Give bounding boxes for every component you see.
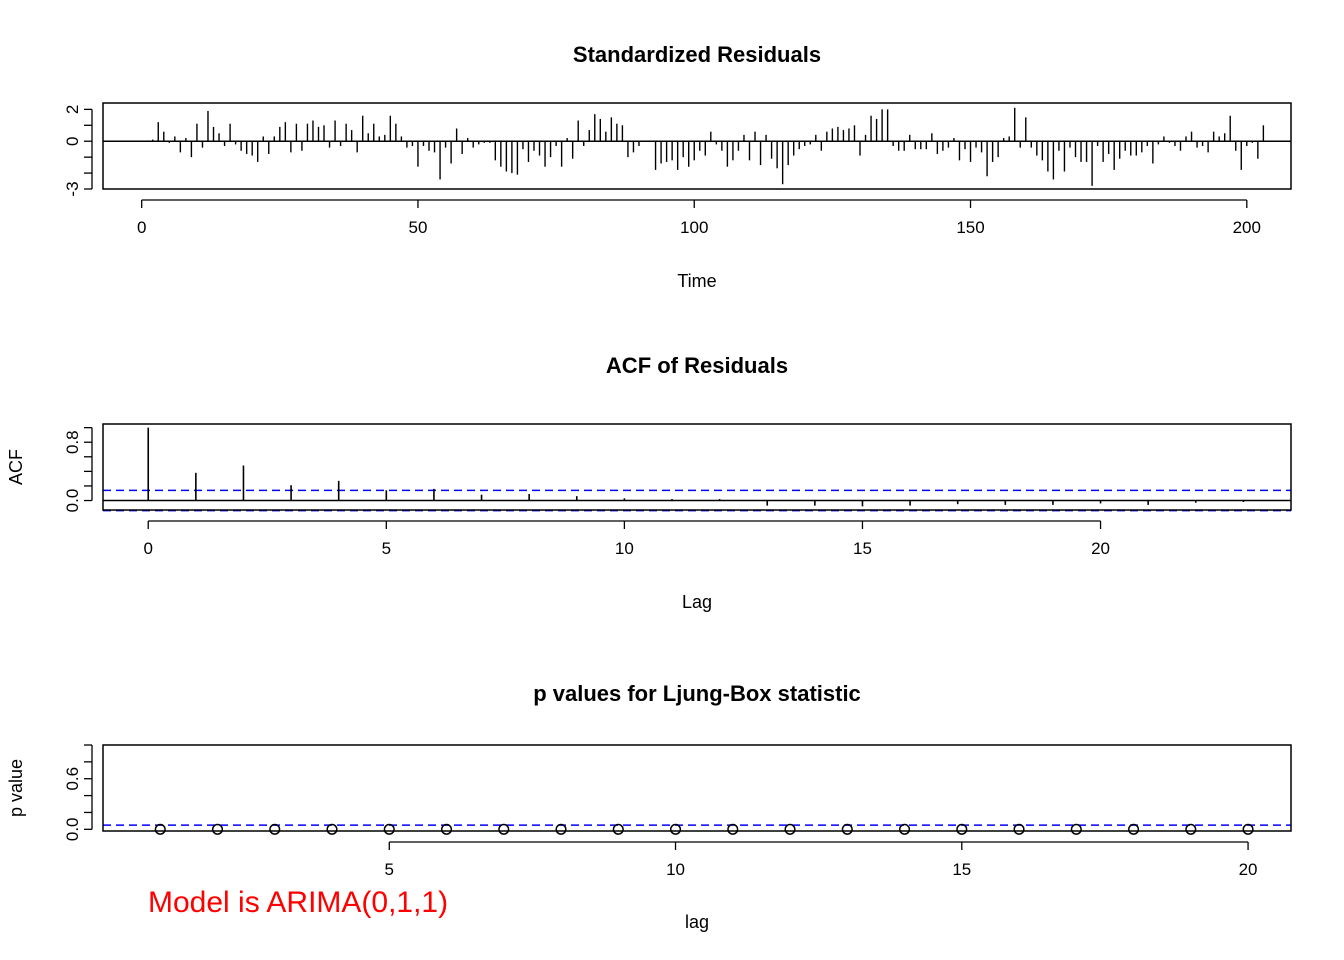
y-tick-label: -3: [63, 181, 82, 196]
p-value-point: [956, 823, 968, 835]
acf-panel: ACF of Residuals 0 5 10 15 20 0.0 0.8 Lag ACF: [6, 353, 1292, 612]
x-axis-label: lag: [685, 912, 709, 932]
x-tick-label: 15: [952, 860, 971, 879]
y-tick-label: 0.0: [63, 489, 82, 513]
axes: 0 50 100 150 200 -3 0 2: [63, 105, 1261, 237]
p-value-point: [1242, 823, 1254, 835]
p-value-point: [440, 823, 453, 835]
y-axis-label: ACF: [6, 449, 26, 485]
p-value-point: [555, 823, 567, 835]
x-tick-label: 150: [956, 218, 984, 237]
x-axis-label: Lag: [682, 592, 712, 612]
plot-frame: [102, 423, 1292, 511]
panel-title: ACF of Residuals: [606, 353, 788, 378]
x-axis-label: Time: [677, 271, 716, 291]
p-value-point: [1185, 823, 1197, 835]
y-tick-label: 2: [63, 105, 82, 114]
x-tick-label: 20: [1239, 860, 1258, 879]
axes: 5 10 15 20 0.0 0.6: [63, 744, 1258, 879]
p-value-points: [103, 823, 1291, 835]
p-value-point: [1013, 823, 1025, 835]
plot-frame: [102, 102, 1292, 190]
x-tick-label: 200: [1233, 218, 1261, 237]
p-value-point: [898, 823, 911, 835]
plot-frame: [102, 744, 1292, 832]
p-value-point: [211, 823, 224, 835]
p-value-point: [383, 823, 395, 835]
p-value-point: [669, 823, 682, 835]
x-tick-label: 15: [853, 539, 872, 558]
panel-title: Standardized Residuals: [573, 42, 821, 67]
p-value-point: [727, 823, 739, 835]
x-tick-label: 50: [408, 218, 427, 237]
x-tick-label: 100: [680, 218, 708, 237]
p-value-point: [1128, 823, 1140, 835]
y-tick-label: 0.0: [63, 817, 82, 841]
y-tick-label: 0.6: [63, 767, 82, 791]
p-value-point: [498, 823, 510, 835]
x-tick-label: 10: [666, 860, 685, 879]
p-value-point: [1070, 823, 1082, 835]
acf-spikes: [103, 427, 1291, 512]
axes: 0 5 10 15 20 0.0 0.8: [63, 426, 1110, 558]
p-value-point: [154, 823, 166, 835]
x-tick-label: 5: [385, 860, 394, 879]
y-tick-label: 0.8: [63, 430, 82, 454]
y-tick-label: 0: [63, 136, 82, 145]
p-value-point: [269, 823, 281, 835]
panel-title: p values for Ljung-Box statistic: [533, 681, 861, 706]
p-value-point: [841, 823, 853, 835]
x-tick-label: 5: [382, 539, 391, 558]
p-value-point: [612, 823, 624, 835]
p-value-point: [326, 823, 338, 835]
x-tick-label: 10: [615, 539, 634, 558]
ljung-box-panel: p values for Ljung-Box statistic 5 10 15 20…: [6, 681, 1292, 932]
x-tick-label: 0: [144, 539, 153, 558]
model-annotation: Model is ARIMA(0,1,1): [148, 886, 448, 919]
x-tick-label: 20: [1091, 539, 1110, 558]
y-axis-label: p value: [6, 759, 26, 817]
x-tick-label: 0: [137, 218, 146, 237]
residual-spikes: [103, 107, 1291, 186]
p-value-point: [784, 823, 796, 835]
standardized-residuals-panel: Standardized Residuals 0 50 100 150 200-302 …: [63, 42, 1292, 291]
